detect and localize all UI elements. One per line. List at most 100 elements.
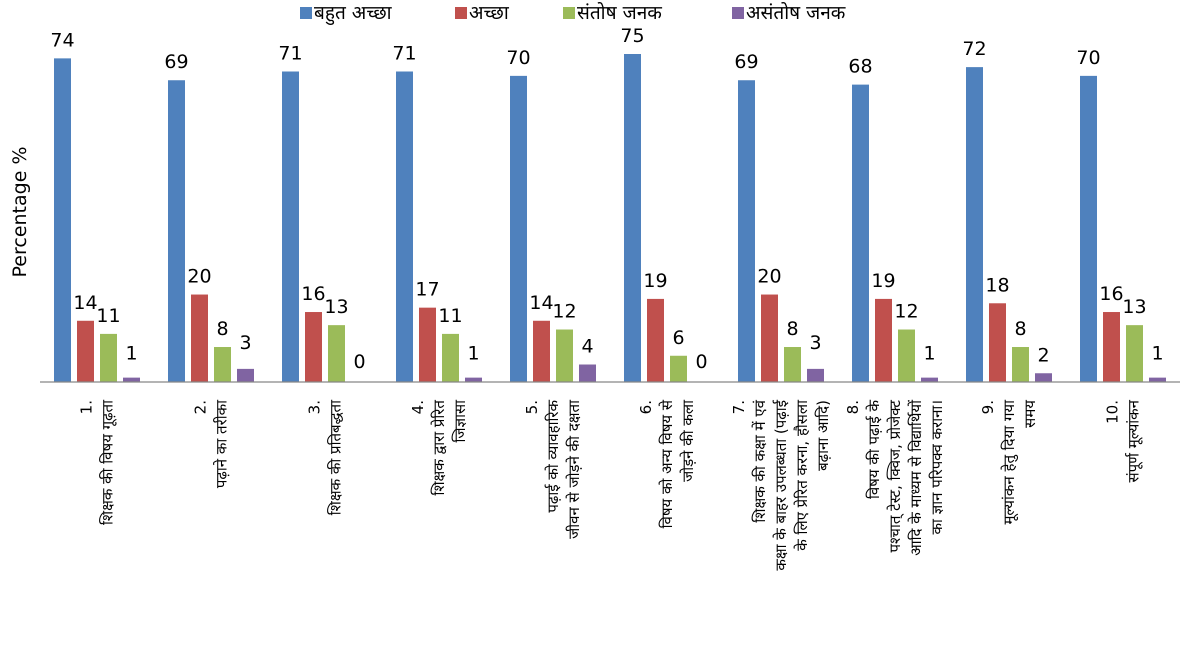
value-label-1-series-1: 74 — [50, 29, 74, 51]
category-label-8-line-5: का ज्ञान परिपक्व कराना। — [928, 400, 946, 535]
category-label-2-line-1: 2. — [192, 400, 210, 414]
y-axis-label: Percentage % — [9, 147, 31, 278]
bar-3-series-1 — [282, 71, 299, 382]
bars — [54, 54, 1166, 383]
value-label-10-series-3: 13 — [1122, 296, 1146, 318]
value-label-9-series-2: 18 — [985, 274, 1009, 296]
value-label-8-series-2: 19 — [871, 270, 895, 292]
bar-6-series-2 — [647, 298, 664, 382]
legend-label-3: संतोष जनक — [577, 1, 662, 24]
bar-1-series-3 — [100, 333, 117, 382]
bar-4-series-3 — [442, 333, 459, 382]
category-label-8-line-3: पश्चात् टेस्ट, क्विज, प्रोजेक्ट — [886, 400, 904, 553]
category-label-3-line-1: 3. — [306, 400, 324, 414]
bar-10-series-2 — [1103, 312, 1120, 382]
value-label-8-series-4: 1 — [923, 343, 935, 365]
bar-2-series-4 — [237, 368, 254, 382]
bar-1-series-1 — [54, 58, 71, 383]
category-label-1-line-2: शिक्षक की विषय गूढ़ता — [99, 399, 118, 525]
value-label-9-series-3: 8 — [1014, 318, 1026, 340]
bar-4-series-2 — [419, 307, 436, 382]
category-label-4-line-3: जिज्ञासा — [451, 399, 469, 443]
value-label-6-series-4: 0 — [695, 351, 707, 373]
bar-10-series-1 — [1080, 75, 1097, 382]
bar-9-series-2 — [989, 303, 1006, 382]
legend-label-2: अच्छा — [469, 2, 510, 24]
category-label-3-line-2: शिक्षक की प्रतिबद्धता — [327, 399, 345, 515]
bar-3-series-2 — [305, 312, 322, 382]
legend-swatch-3 — [563, 7, 575, 19]
bar-10-series-4 — [1149, 377, 1166, 382]
value-label-5-series-1: 70 — [506, 47, 530, 69]
value-label-10-series-1: 70 — [1076, 47, 1100, 69]
category-label-7-line-5: बढ़ाना आदि) — [814, 400, 832, 471]
category-label-4-line-1: 4. — [409, 400, 427, 414]
bar-5-series-1 — [510, 75, 527, 382]
value-labels: 7414111692083711613071171117014124751960… — [50, 25, 1163, 373]
value-label-3-series-1: 71 — [278, 42, 302, 64]
category-labels: 1. शिक्षक की विषय गूढ़ता 2. पढ़ाने का तरीका… — [78, 399, 1144, 571]
value-label-3-series-4: 0 — [353, 351, 365, 373]
value-label-7-series-3: 8 — [786, 318, 798, 340]
category-label-6-line-1: 6. — [637, 400, 655, 414]
bar-6-series-3 — [670, 355, 687, 382]
legend-swatch-2 — [455, 7, 467, 19]
value-label-2-series-3: 8 — [216, 318, 228, 340]
bar-7-series-1 — [738, 80, 755, 383]
category-label-7-line-2: शिक्षक की कक्षा में एवं — [751, 399, 769, 522]
category-label-10-line-2: संपूर्ण मूल्यांकन — [1125, 399, 1144, 482]
bar-4-series-4 — [465, 377, 482, 382]
bar-3-series-3 — [328, 325, 345, 382]
bar-7-series-4 — [807, 368, 824, 382]
bar-9-series-1 — [966, 67, 983, 383]
category-label-5-line-2: पढ़ाई को व्यावहारिक — [544, 400, 562, 513]
bar-9-series-4 — [1035, 373, 1052, 382]
value-label-9-series-4: 2 — [1037, 344, 1049, 366]
bar-4-series-1 — [396, 71, 413, 382]
value-label-4-series-4: 1 — [467, 343, 479, 365]
category-label-8-line-4: आदि के माध्यम से विद्यार्थियों — [907, 399, 925, 556]
value-label-2-series-4: 3 — [239, 332, 251, 354]
legend-swatch-1 — [300, 7, 312, 19]
bar-7-series-3 — [784, 347, 801, 382]
value-label-3-series-3: 13 — [324, 296, 348, 318]
category-label-9-line-2: मूल्यांकन हेतु दिया गया — [1000, 399, 1019, 525]
value-label-1-series-2: 14 — [73, 292, 97, 314]
bar-9-series-3 — [1012, 347, 1029, 382]
value-label-4-series-1: 71 — [392, 42, 416, 64]
category-label-9-line-1: 9. — [979, 400, 997, 414]
value-label-10-series-2: 16 — [1099, 283, 1123, 305]
category-label-4-line-2: शिक्षक द्वारा प्रेरित — [430, 400, 448, 496]
category-label-5-line-1: 5. — [523, 400, 541, 414]
category-label-6-line-3: जोड़ने की कला — [679, 399, 697, 482]
category-label-10-line-1: 10. — [1104, 400, 1122, 424]
bar-2-series-1 — [168, 80, 185, 383]
legend: बहुत अच्छा अच्छा संतोष जनक असंतोष जनक — [300, 1, 846, 26]
value-label-3-series-2: 16 — [301, 283, 325, 305]
value-label-4-series-3: 11 — [438, 305, 462, 327]
value-label-1-series-4: 1 — [125, 343, 137, 365]
legend-label-1: बहुत अच्छा — [314, 2, 393, 26]
category-label-1-line-1: 1. — [78, 400, 96, 414]
value-label-7-series-4: 3 — [809, 332, 821, 354]
bar-8-series-3 — [898, 329, 915, 382]
category-label-2-line-2: पढ़ाने का तरीका — [213, 399, 231, 488]
category-label-5-line-3: जीवन से जोड़ने की दक्षता — [565, 399, 583, 539]
value-label-8-series-3: 12 — [894, 301, 918, 323]
bar-8-series-2 — [875, 298, 892, 382]
bar-5-series-4 — [579, 364, 596, 382]
bar-5-series-3 — [556, 329, 573, 382]
value-label-5-series-2: 14 — [529, 292, 553, 314]
category-label-7-line-4: के लिए प्रेरित करना, हौसला — [793, 399, 811, 551]
bar-2-series-2 — [191, 294, 208, 382]
category-label-7-line-3: कक्षा के बाहर उपलब्धता (पढ़ाई — [772, 399, 790, 571]
bar-1-series-2 — [77, 320, 94, 382]
value-label-2-series-2: 20 — [187, 266, 211, 288]
bar-6-series-1 — [624, 54, 641, 382]
category-label-9-line-3: समय — [1021, 400, 1039, 428]
category-label-8-line-2: विषय की पढ़ाई के — [865, 400, 883, 500]
bar-10-series-3 — [1126, 325, 1143, 382]
bar-1-series-4 — [123, 377, 140, 382]
